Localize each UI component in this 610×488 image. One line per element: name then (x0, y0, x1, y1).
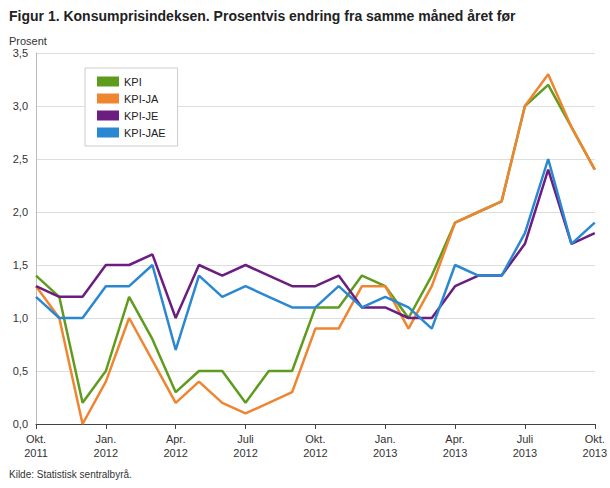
svg-text:Okt.: Okt. (26, 433, 46, 445)
svg-text:2,0: 2,0 (13, 206, 28, 218)
svg-text:2012: 2012 (163, 447, 187, 459)
svg-text:2,5: 2,5 (13, 153, 28, 165)
svg-text:Juli: Juli (237, 433, 254, 445)
svg-text:Apr.: Apr. (445, 433, 465, 445)
svg-text:Juli: Juli (517, 433, 534, 445)
svg-text:2013: 2013 (513, 447, 537, 459)
svg-text:2012: 2012 (233, 447, 257, 459)
svg-text:Apr.: Apr. (166, 433, 186, 445)
svg-text:Figur 1. Konsumprisindeksen. P: Figur 1. Konsumprisindeksen. Prosentvis … (9, 8, 516, 24)
svg-text:2011: 2011 (24, 447, 48, 459)
svg-text:0,5: 0,5 (13, 365, 28, 377)
svg-text:3,5: 3,5 (13, 47, 28, 59)
svg-text:KPI-JA: KPI-JA (124, 93, 159, 105)
svg-text:2013: 2013 (443, 447, 467, 459)
svg-text:1,5: 1,5 (13, 259, 28, 271)
svg-text:2013: 2013 (373, 447, 397, 459)
svg-text:Kilde: Statistisk sentralbyrå.: Kilde: Statistisk sentralbyrå. (9, 469, 132, 480)
svg-text:2012: 2012 (94, 447, 118, 459)
svg-text:Prosent: Prosent (9, 35, 47, 47)
svg-text:KPI-JE: KPI-JE (124, 110, 158, 122)
svg-text:KPI: KPI (124, 76, 142, 88)
svg-text:2013: 2013 (583, 447, 607, 459)
svg-text:Okt.: Okt. (585, 433, 605, 445)
svg-text:3,0: 3,0 (13, 100, 28, 112)
svg-text:1,0: 1,0 (13, 312, 28, 324)
svg-text:KPI-JAE: KPI-JAE (124, 127, 166, 139)
svg-text:Okt.: Okt. (305, 433, 325, 445)
svg-text:Jan.: Jan. (95, 433, 116, 445)
svg-text:0,0: 0,0 (13, 418, 28, 430)
svg-text:2012: 2012 (303, 447, 327, 459)
svg-text:Jan.: Jan. (375, 433, 396, 445)
